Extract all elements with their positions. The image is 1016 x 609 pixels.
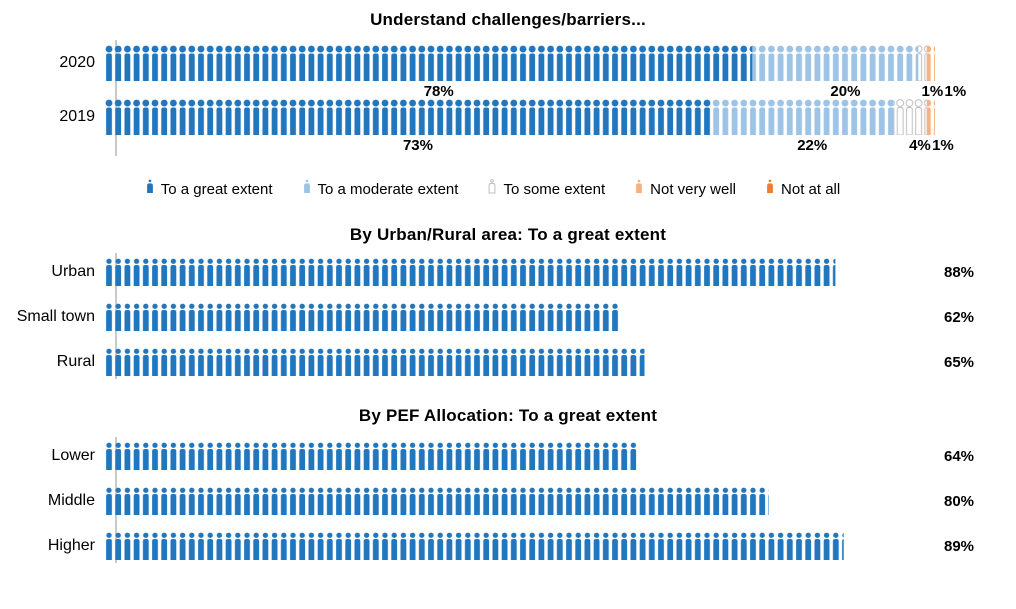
axis-line bbox=[115, 40, 117, 156]
pictogram-bar bbox=[105, 348, 645, 376]
person-icon bbox=[146, 179, 155, 199]
pictogram-row: Higher 89% bbox=[0, 532, 1016, 560]
pictograph-dashboard: Understand challenges/barriers... 2020 78… bbox=[0, 10, 1016, 563]
value-label: 89% bbox=[944, 537, 975, 555]
pictogram-bar bbox=[105, 487, 769, 515]
legend-label: Not very well bbox=[650, 180, 737, 198]
pictogram-row: Lower 64% bbox=[0, 442, 1016, 470]
value-label: 65% bbox=[944, 353, 975, 371]
row-label-2019: 2019 bbox=[59, 108, 95, 125]
row-label-higher: Higher bbox=[47, 537, 95, 554]
chart-title-pef-allocation: By PEF Allocation: To a great extent bbox=[358, 406, 658, 425]
value-label: 80% bbox=[944, 492, 975, 510]
legend-label: To a moderate extent bbox=[317, 180, 459, 198]
row-label-rural: Rural bbox=[56, 353, 95, 370]
pictogram-bar bbox=[105, 442, 637, 470]
chart-urban-rural-rows: Urban 88% Small town 62% Rural 65% bbox=[0, 253, 1016, 379]
row-label-lower: Lower bbox=[51, 447, 95, 464]
pictogram-bar bbox=[105, 99, 935, 135]
bar-cell bbox=[105, 303, 935, 331]
value-labels-row: 73% 22% 4% 1% bbox=[115, 135, 1016, 154]
value-label: 73% bbox=[402, 137, 433, 154]
value-label: 62% bbox=[944, 308, 975, 326]
person-icon bbox=[488, 179, 497, 199]
person-icon bbox=[766, 179, 775, 199]
bar-cell bbox=[105, 45, 935, 81]
pictogram-row: Middle 80% bbox=[0, 487, 1016, 515]
section-pef-allocation: By PEF Allocation: To a great extent Low… bbox=[0, 406, 1016, 563]
legend-label: To a great extent bbox=[160, 180, 273, 198]
pictogram-bar bbox=[105, 45, 935, 81]
value-label: 78% bbox=[423, 83, 454, 100]
chart-title-urban-rural: By Urban/Rural area: To a great extent bbox=[349, 225, 667, 244]
pictogram-row: 2020 bbox=[0, 45, 1016, 81]
legend-item-not_very_well: Not very well bbox=[635, 179, 736, 199]
row-label-2020: 2020 bbox=[59, 54, 95, 71]
value-label: 1% bbox=[921, 83, 944, 100]
row-label-urban: Urban bbox=[51, 263, 95, 280]
pictogram-row: Urban 88% bbox=[0, 258, 1016, 286]
legend-item-great: To a great extent bbox=[146, 179, 273, 199]
person-icon bbox=[303, 179, 312, 199]
bar-cell bbox=[105, 532, 935, 560]
value-labels-row: 78% 20% 1% 1% bbox=[115, 81, 1016, 100]
pictogram-bar bbox=[105, 303, 620, 331]
legend-item-not_at_all: Not at all bbox=[766, 179, 840, 199]
chart-title-overall: Understand challenges/barriers... bbox=[370, 10, 646, 29]
value-label: 4% bbox=[909, 137, 931, 154]
bar-cell bbox=[105, 348, 935, 376]
value-label: 20% bbox=[830, 83, 861, 100]
section-urban-rural: By Urban/Rural area: To a great extent U… bbox=[0, 225, 1016, 379]
value-label: 64% bbox=[944, 447, 975, 465]
person-icon bbox=[635, 179, 644, 199]
row-label-small-town: Small town bbox=[16, 308, 95, 325]
pictogram-row: 2019 bbox=[0, 99, 1016, 135]
pictogram-row: Small town 62% bbox=[0, 303, 1016, 331]
bar-cell bbox=[105, 487, 935, 515]
row-label-middle: Middle bbox=[47, 492, 95, 509]
chart-pef-allocation-rows: Lower 64% Middle 80% Higher 89% bbox=[0, 437, 1016, 563]
chart-overall-rows: 2020 78% 20% 1% 1% 2019 73% 22% 4% 1% bbox=[0, 40, 1016, 156]
value-label: 22% bbox=[797, 137, 828, 154]
bar-cell bbox=[105, 99, 935, 135]
value-label: 88% bbox=[944, 263, 975, 281]
pictogram-row: Rural 65% bbox=[0, 348, 1016, 376]
value-label: 1% bbox=[932, 137, 954, 154]
value-label: 1% bbox=[944, 83, 967, 100]
legend-item-some: To some extent bbox=[488, 179, 605, 199]
legend-label: Not at all bbox=[781, 180, 841, 198]
bar-cell bbox=[105, 442, 935, 470]
bar-cell bbox=[105, 258, 935, 286]
legend-item-moderate: To a moderate extent bbox=[303, 179, 459, 199]
pictogram-bar bbox=[105, 532, 844, 560]
pictogram-bar bbox=[105, 258, 836, 286]
section-overall: Understand challenges/barriers... 2020 78… bbox=[0, 10, 1016, 199]
legend: To a great extent To a moderate extent To … bbox=[0, 179, 1016, 199]
legend-label: To some extent bbox=[503, 180, 606, 198]
